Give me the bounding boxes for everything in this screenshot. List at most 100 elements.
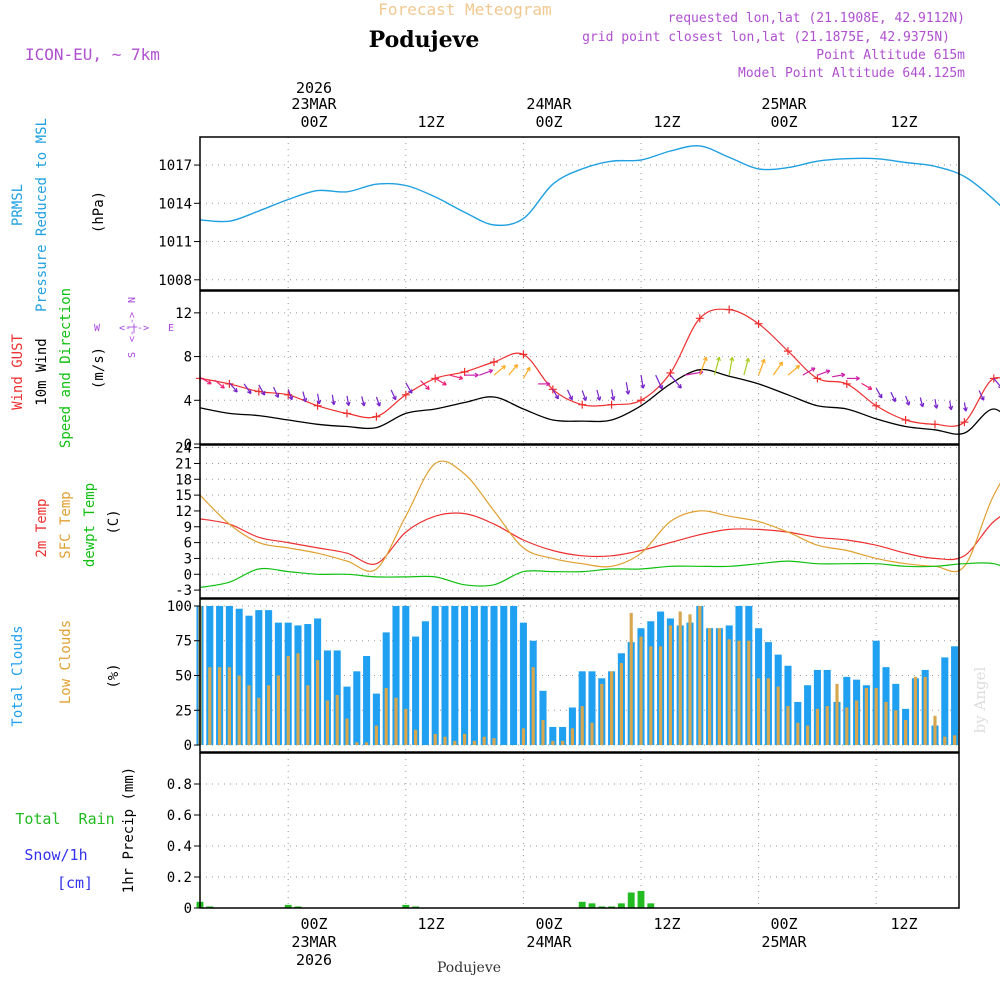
low-cloud-bar-5 (247, 685, 251, 746)
rain-bar-9 (608, 906, 616, 908)
wind-arrow-345 (538, 381, 551, 387)
low-cloud-bar-10 (296, 653, 300, 746)
wind-arrow-shaft (625, 382, 629, 395)
temp-ytick-label-0: -3 (175, 583, 192, 599)
wind-arrow-75 (272, 386, 280, 398)
total-clouds-label: Total Clouds (10, 625, 26, 726)
wind-arrow-shaft (831, 373, 846, 378)
temp-ytick-label-1: 0 (184, 567, 192, 583)
wind-arrow-head (501, 365, 506, 370)
total-cloud-bar-60 (784, 665, 792, 746)
low-cloud-bar-15 (345, 718, 349, 746)
wind-arrow-750 (933, 399, 939, 409)
rain-bar-5 (412, 906, 420, 908)
temp-ytick-label-5: 12 (175, 504, 192, 520)
low-cloud-bar-50 (688, 614, 692, 746)
total-cloud-bar-22 (412, 636, 420, 746)
wind-10m-line (199, 368, 1000, 435)
wind-arrow-head (716, 356, 721, 362)
low-cloud-bar-16 (355, 742, 359, 746)
rain-bar-13 (647, 903, 655, 908)
wind-arrow-head (810, 367, 816, 372)
low-cloud-bar-26 (453, 740, 457, 746)
wind-arrow-135 (331, 394, 336, 406)
wind-arrow-shaft (214, 379, 225, 389)
wind-arrow-570 (758, 358, 766, 376)
total-cloud-bar-30 (490, 605, 498, 746)
low-cloud-bar-66 (845, 707, 849, 746)
temp-sfc-label: SFC Temp (58, 491, 74, 558)
low-cloud-bar-42 (610, 671, 614, 746)
low-cloud-bar-54 (727, 639, 731, 746)
wind-arrow-head (288, 395, 294, 401)
wind-arrow-795 (978, 390, 985, 401)
wind-arrow-head (247, 389, 252, 395)
footer-location: Podujeve (437, 960, 501, 976)
wind-arrow-shaft (861, 382, 873, 390)
total-cloud-bar-5 (245, 615, 253, 746)
wind-arrow-head (220, 384, 225, 389)
rain-bar-10 (617, 903, 625, 908)
precip-frame (199, 752, 960, 909)
wind-arrow-690 (875, 387, 883, 399)
wind-arrow-shaft (566, 389, 573, 401)
low-cloud-bar-68 (864, 688, 868, 746)
wind-arrow-600 (787, 364, 801, 376)
wind-arrow-head (392, 395, 397, 401)
low-cloud-bar-41 (600, 683, 604, 746)
low-cloud-bar-43 (619, 662, 623, 746)
wind-arrow-shaft (655, 374, 663, 390)
top-year-label: 2026 (296, 79, 332, 97)
wind-arrow-shaft (905, 395, 910, 406)
clouds-ytick-label-3: 75 (175, 634, 192, 650)
total-cloud-bar-77 (951, 646, 959, 746)
wind-arrow-head (260, 391, 266, 396)
low-cloud-bar-48 (668, 625, 672, 746)
gust-marker-18 (725, 305, 734, 314)
total-cloud-bar-20 (392, 605, 400, 746)
low-cloud-bar-20 (394, 697, 398, 746)
wind-arrow-105 (302, 391, 308, 403)
wind-arrow-285 (479, 369, 494, 376)
compass-west: W (94, 323, 101, 334)
wind-arrow-head (729, 356, 735, 362)
wind-arrow-shaft (317, 393, 320, 404)
wind-arrow-head (867, 385, 873, 390)
low-cloud-bar-69 (874, 688, 878, 746)
wind-arrow-shaft (963, 402, 967, 412)
snow-unit-label: [cm] (57, 874, 93, 892)
wind-arrow-15 (214, 379, 225, 389)
wind-arrow-head (488, 369, 494, 374)
wind-ytick-label-0: 0 (184, 437, 192, 453)
wind-arrow-head (316, 399, 322, 405)
wind-arrow-head (919, 402, 925, 408)
wind-arrow-shaft (978, 390, 985, 401)
rain-bar-8 (598, 906, 606, 908)
pressure-ytick-label-3: 1017 (158, 158, 192, 174)
low-cloud-bar-12 (316, 660, 320, 746)
wind-arrow-705 (890, 391, 897, 403)
bottom-tick-label-1: 00Z (300, 915, 327, 933)
wind-arrow-450 (640, 375, 646, 389)
low-cloud-bar-37 (561, 740, 565, 746)
low-cloud-bar-2 (218, 667, 222, 746)
gust-marker-9 (460, 367, 469, 376)
wind-arrow-head (840, 372, 846, 378)
gust-marker-22 (842, 379, 851, 388)
wind-arrow-head (345, 401, 351, 407)
rain-bar-7 (588, 903, 596, 908)
low-cloud-bar-21 (404, 708, 408, 746)
top-date-label-3: 25MAR (761, 95, 807, 113)
wind-arrow-shaft (669, 374, 682, 389)
wind-arrow-head (825, 369, 831, 375)
low-cloud-bar-35 (541, 720, 545, 746)
wind-arrow-shaft (346, 395, 350, 406)
bottom-tick-label-2: 12Z (417, 915, 444, 933)
low-cloud-bar-44 (629, 612, 633, 746)
compass-vertical: <-|-> (127, 312, 138, 342)
top-date-label-1: 23MAR (291, 95, 337, 113)
low-cloud-bar-63 (815, 708, 819, 746)
compass-north: N (127, 297, 138, 303)
bottom-tick-label-5: 00Z (770, 915, 797, 933)
wind-arrow-head (778, 361, 784, 367)
